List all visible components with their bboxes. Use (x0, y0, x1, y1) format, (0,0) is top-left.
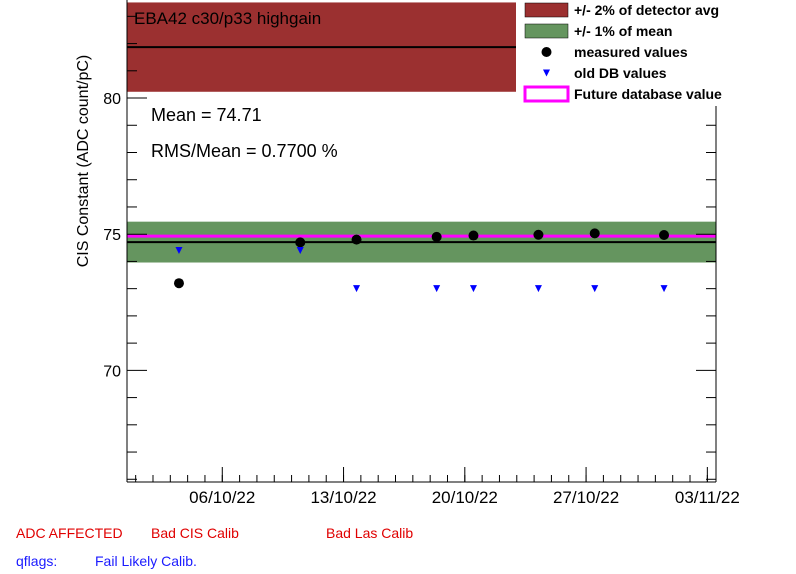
old-db-point (591, 285, 599, 293)
measured-point (295, 237, 306, 248)
legend-swatch (524, 23, 569, 39)
measured-point (589, 228, 600, 239)
x-tick-label: 20/10/22 (432, 488, 498, 507)
measured-point (173, 278, 184, 289)
qflags-label: qflags: (16, 553, 58, 569)
rms-mean-text: RMS/Mean = 0.7700 % (151, 141, 338, 161)
legend-label: old DB values (574, 65, 667, 81)
old-db-point (433, 285, 441, 293)
legend-label: +/- 2% of detector avg (574, 2, 719, 18)
x-tick-label: 13/10/22 (310, 488, 376, 507)
legend-swatch (523, 85, 570, 103)
legend-label: Future database value (574, 86, 722, 102)
mean-text: Mean = 74.71 (151, 105, 262, 125)
qflags-value: Fail Likely Calib. (95, 553, 197, 569)
bad-cis-calib-flag: Bad CIS Calib (151, 525, 239, 541)
old-db-point (296, 247, 304, 255)
old-db-point (534, 285, 542, 293)
y-tick-label: 80 (103, 91, 121, 108)
measured-point (431, 231, 442, 242)
legend-marker (541, 47, 552, 57)
x-tick-label: 03/11/22 (675, 488, 740, 507)
old-db-point (660, 285, 668, 293)
adc-affected-flag: ADC AFFECTED (16, 525, 123, 541)
bad-las-calib-flag: Bad Las Calib (326, 525, 414, 541)
legend-label: measured values (574, 44, 688, 60)
chart-title: EBA42 c30/p33 highgain (134, 9, 321, 28)
old-db-point (353, 285, 361, 293)
legend-swatch (524, 2, 569, 18)
x-tick-label: 27/10/22 (553, 488, 619, 507)
y-tick-label: 75 (103, 227, 121, 244)
y-tick-label: 70 (103, 363, 121, 380)
y-axis-label: CIS Constant (ADC count/pC) (75, 55, 92, 268)
measured-point (468, 230, 479, 241)
measured-point (659, 230, 670, 241)
old-db-point (175, 247, 183, 255)
measured-point (351, 234, 362, 245)
measured-point (533, 229, 544, 240)
old-db-point (469, 285, 477, 293)
x-tick-label: 06/10/22 (189, 488, 255, 507)
legend-label: +/- 1% of mean (574, 23, 672, 39)
legend-marker (543, 69, 550, 77)
